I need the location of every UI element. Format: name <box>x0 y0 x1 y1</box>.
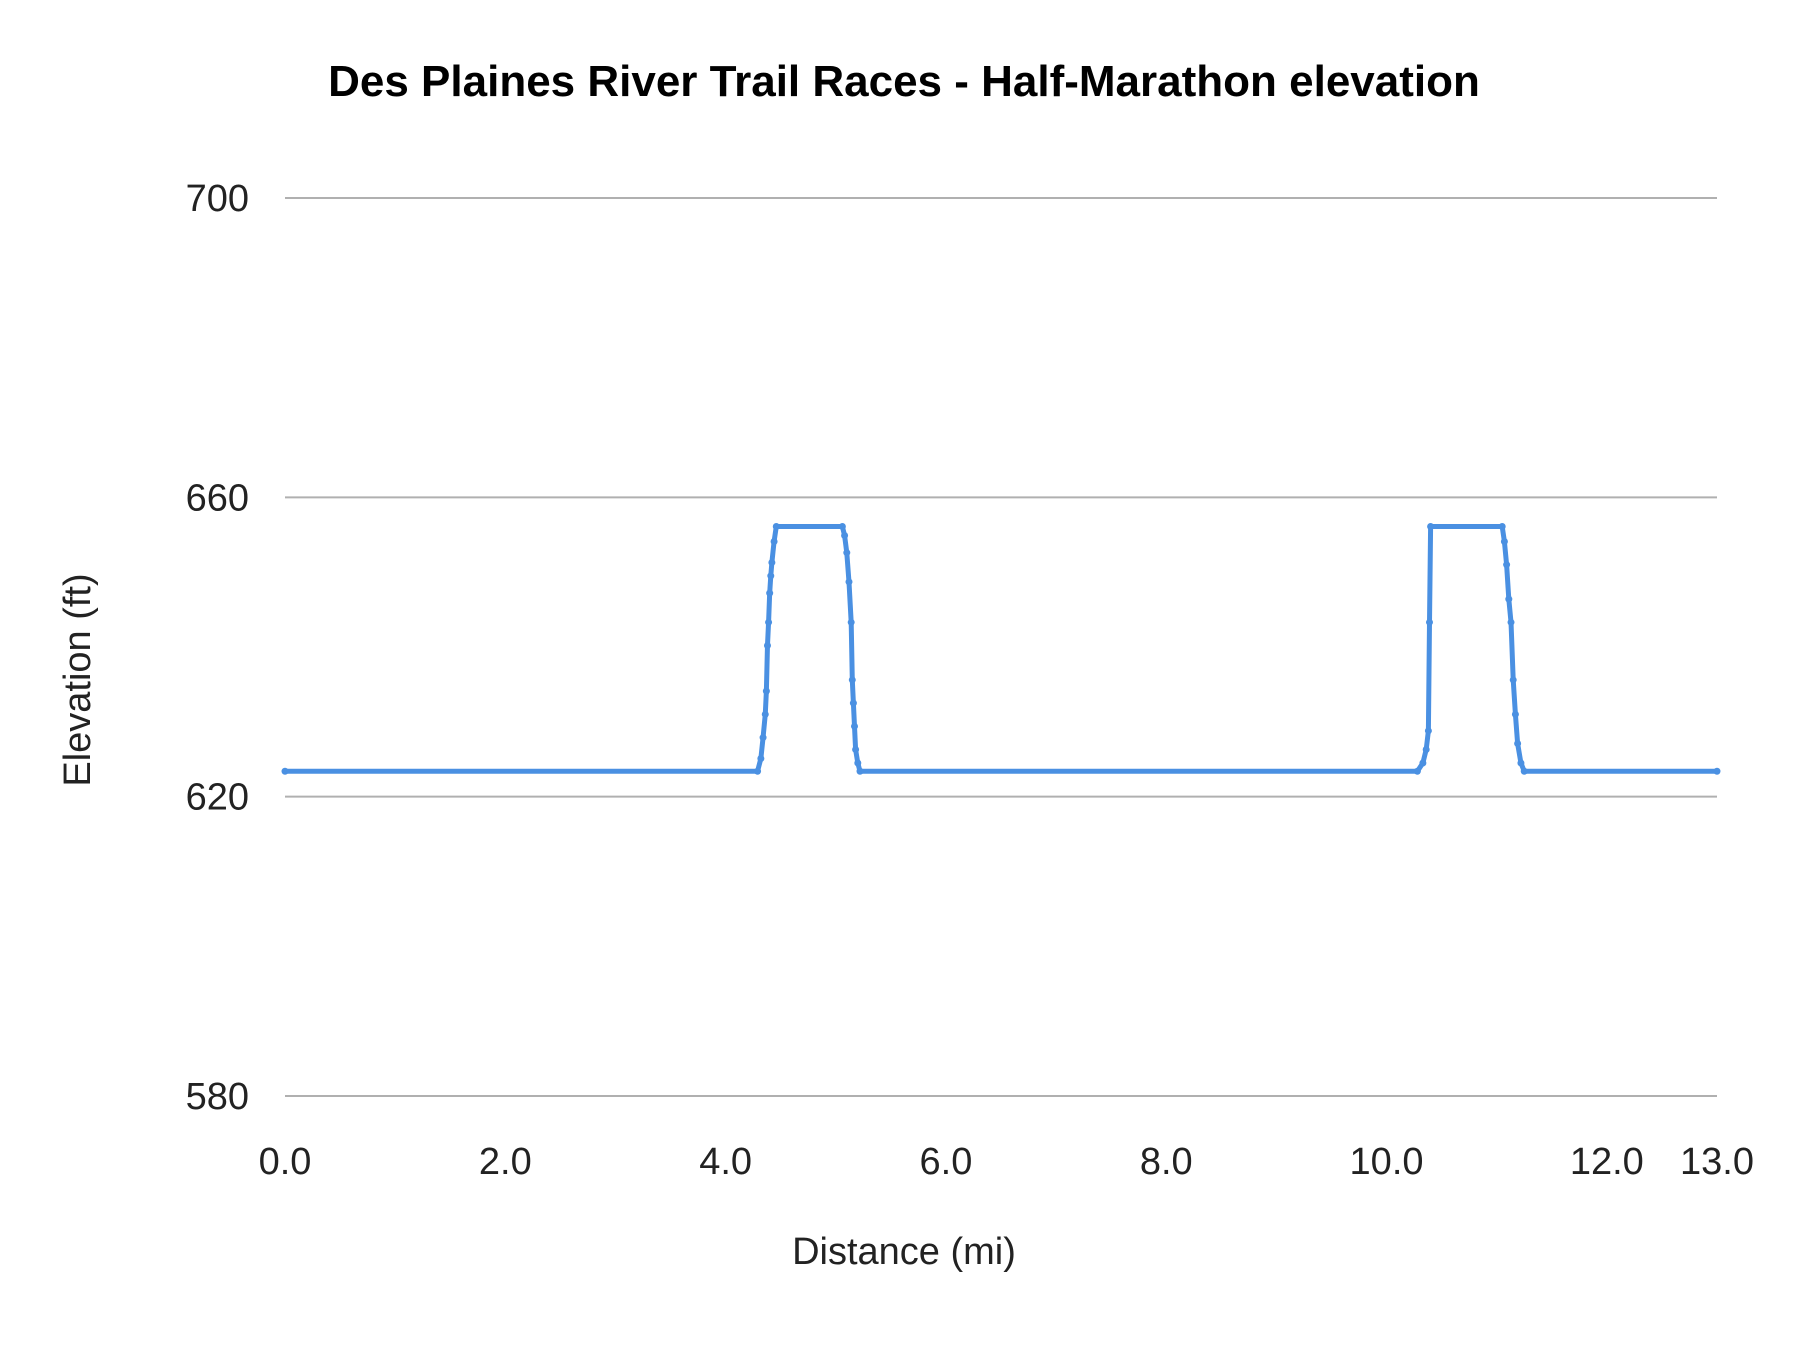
data-point <box>854 759 862 767</box>
data-point <box>848 676 856 684</box>
data-point <box>1503 561 1511 569</box>
x-axis-ticks: 0.0 2.0 4.0 6.0 8.0 10.0 12.0 13.0 <box>259 1141 1754 1183</box>
data-point <box>765 618 773 626</box>
x-tick-label: 10.0 <box>1350 1141 1424 1183</box>
data-point <box>849 699 857 707</box>
data-point <box>1500 537 1508 545</box>
x-tick-label: 13.0 <box>1680 1141 1754 1183</box>
data-point <box>856 767 864 775</box>
data-point <box>761 710 769 718</box>
data-point <box>845 578 853 586</box>
x-tick-label: 4.0 <box>699 1141 752 1183</box>
data-point <box>1425 618 1433 626</box>
data-point <box>1422 746 1430 754</box>
data-point <box>838 523 846 531</box>
data-point <box>757 755 765 763</box>
data-point <box>759 734 767 742</box>
data-point <box>766 589 774 597</box>
data-point <box>1517 759 1525 767</box>
data-point <box>1713 767 1721 775</box>
data-point <box>762 687 770 695</box>
data-point <box>1511 710 1519 718</box>
y-axis-ticks: 580 620 660 700 <box>186 178 249 1118</box>
data-point <box>770 537 778 545</box>
data-point <box>847 618 855 626</box>
x-tick-label: 6.0 <box>920 1141 973 1183</box>
data-point <box>1413 767 1421 775</box>
data-point <box>754 767 762 775</box>
data-point <box>772 523 780 531</box>
data-point <box>1507 618 1515 626</box>
data-point <box>1498 523 1506 531</box>
data-point <box>763 642 771 650</box>
data-point <box>1505 595 1513 603</box>
data-point <box>1509 676 1517 684</box>
data-point <box>1419 759 1427 767</box>
x-tick-label: 12.0 <box>1570 1141 1644 1183</box>
data-point <box>1427 523 1435 531</box>
x-tick-label: 0.0 <box>259 1141 312 1183</box>
x-axis-label: Distance (mi) <box>792 1231 1016 1273</box>
data-point <box>1514 740 1522 748</box>
data-point <box>852 746 860 754</box>
y-tick-label: 620 <box>186 777 249 819</box>
chart-title: Des Plaines River Trail Races - Half-Mar… <box>328 57 1480 106</box>
x-tick-label: 2.0 <box>479 1141 532 1183</box>
series-elevation <box>281 523 1721 775</box>
series-line <box>282 524 1720 774</box>
data-point <box>767 572 775 580</box>
y-tick-label: 580 <box>186 1076 249 1118</box>
data-point <box>850 722 858 730</box>
data-point <box>843 549 851 557</box>
data-point <box>841 531 849 539</box>
y-tick-label: 700 <box>186 178 249 220</box>
y-tick-label: 660 <box>186 477 249 519</box>
gridlines <box>285 197 1717 1097</box>
data-point <box>768 558 776 566</box>
data-point <box>1520 767 1528 775</box>
x-tick-label: 8.0 <box>1140 1141 1193 1183</box>
data-point <box>1424 727 1432 735</box>
data-point <box>281 767 289 775</box>
y-axis-label: Elevation (ft) <box>57 573 99 786</box>
